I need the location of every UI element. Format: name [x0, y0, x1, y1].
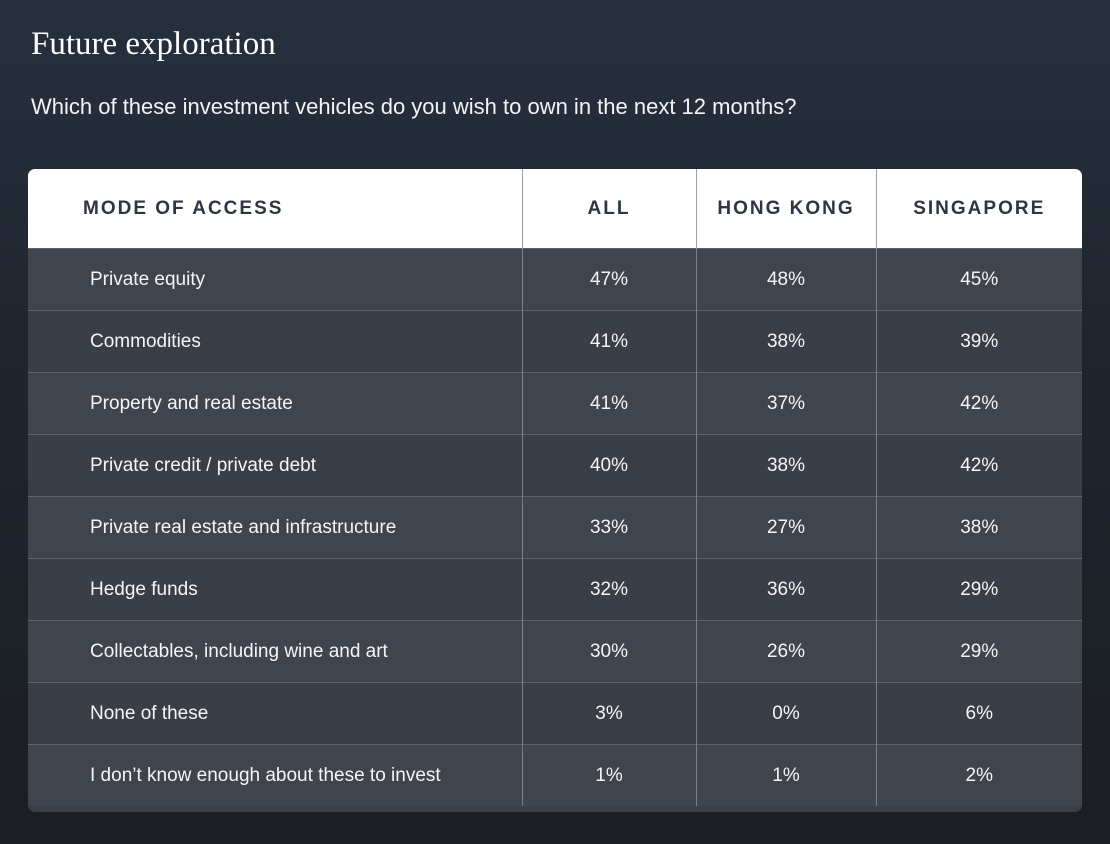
cell-all: 32% — [521, 558, 696, 621]
row-label: Hedge funds — [28, 558, 522, 621]
cell-singapore: 45% — [875, 248, 1082, 311]
cell-hong-kong: 1% — [695, 744, 876, 806]
data-table-container: MODE OF ACCESS ALL HONG KONG SINGAPORE P… — [28, 169, 1082, 812]
cell-all: 47% — [521, 248, 696, 311]
header-mode-of-access: MODE OF ACCESS — [28, 169, 522, 249]
cell-singapore: 42% — [875, 434, 1082, 497]
row-label: Property and real estate — [28, 372, 522, 435]
investment-vehicles-table: MODE OF ACCESS ALL HONG KONG SINGAPORE P… — [28, 169, 1082, 806]
table-row: None of these 3% 0% 6% — [28, 682, 1082, 745]
header-all: ALL — [521, 169, 696, 249]
row-label: Private equity — [28, 248, 522, 311]
cell-singapore: 29% — [875, 620, 1082, 683]
cell-singapore: 42% — [875, 372, 1082, 435]
table-row: Commodities 41% 38% 39% — [28, 310, 1082, 373]
cell-singapore: 38% — [875, 496, 1082, 559]
cell-hong-kong: 26% — [695, 620, 876, 683]
header-hong-kong: HONG KONG — [695, 169, 876, 249]
cell-all: 30% — [521, 620, 696, 683]
cell-all: 1% — [521, 744, 696, 806]
cell-all: 41% — [521, 310, 696, 373]
table-row: Private credit / private debt 40% 38% 42… — [28, 434, 1082, 497]
page-title: Future exploration — [31, 26, 276, 62]
table-row: Collectables, including wine and art 30%… — [28, 620, 1082, 683]
table-row: Private equity 47% 48% 45% — [28, 248, 1082, 311]
cell-hong-kong: 0% — [695, 682, 876, 745]
cell-all: 41% — [521, 372, 696, 435]
table-row: Property and real estate 41% 37% 42% — [28, 372, 1082, 435]
row-label: Private real estate and infrastructure — [28, 496, 522, 559]
cell-all: 33% — [521, 496, 696, 559]
cell-singapore: 29% — [875, 558, 1082, 621]
table-header-row: MODE OF ACCESS ALL HONG KONG SINGAPORE — [28, 169, 1082, 249]
table-row: Hedge funds 32% 36% 29% — [28, 558, 1082, 621]
cell-singapore: 2% — [875, 744, 1082, 806]
cell-all: 40% — [521, 434, 696, 497]
cell-hong-kong: 36% — [695, 558, 876, 621]
cell-singapore: 39% — [875, 310, 1082, 373]
header-singapore: SINGAPORE — [875, 169, 1082, 249]
cell-hong-kong: 37% — [695, 372, 876, 435]
row-label: Collectables, including wine and art — [28, 620, 522, 683]
cell-hong-kong: 38% — [695, 434, 876, 497]
row-label: I don’t know enough about these to inves… — [28, 744, 522, 806]
cell-hong-kong: 48% — [695, 248, 876, 311]
cell-hong-kong: 38% — [695, 310, 876, 373]
row-label: None of these — [28, 682, 522, 745]
table-row: I don’t know enough about these to inves… — [28, 744, 1082, 806]
table-row: Private real estate and infrastructure 3… — [28, 496, 1082, 559]
row-label: Commodities — [28, 310, 522, 373]
cell-all: 3% — [521, 682, 696, 745]
cell-singapore: 6% — [875, 682, 1082, 745]
cell-hong-kong: 27% — [695, 496, 876, 559]
row-label: Private credit / private debt — [28, 434, 522, 497]
page-subtitle: Which of these investment vehicles do yo… — [31, 94, 797, 119]
